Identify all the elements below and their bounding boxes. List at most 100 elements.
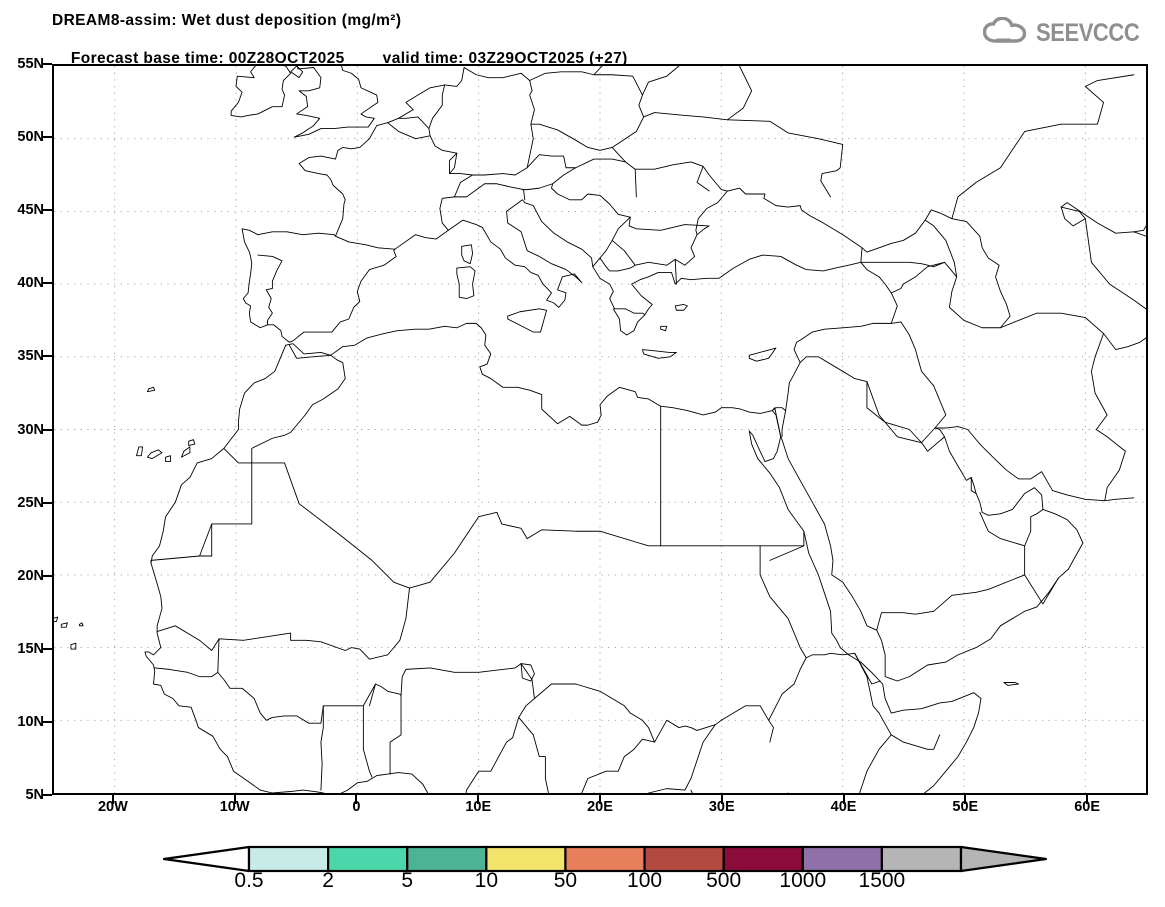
coastline-path	[861, 219, 926, 253]
xtick-mark	[720, 795, 723, 804]
logo-text: SEEVCCC	[1035, 18, 1140, 47]
coastline-path	[524, 202, 646, 336]
ytick-label-55N: 55N	[17, 56, 44, 72]
xtick-label-40E: 40E	[830, 799, 857, 815]
ytick-label-20N: 20N	[17, 567, 44, 584]
coastline-path	[830, 652, 881, 685]
ytick-mark	[42, 209, 52, 212]
coastline-path	[144, 344, 429, 793]
coastline-path	[293, 66, 379, 138]
coastline-path	[456, 266, 476, 300]
colorbar	[163, 845, 1047, 873]
coastline-path	[1084, 218, 1146, 310]
coastline-path	[217, 671, 402, 724]
coastline-path	[60, 622, 68, 628]
coastline-path	[449, 152, 458, 175]
colorbar-under-arrow	[163, 845, 251, 873]
coastline-path	[70, 642, 77, 650]
coastline-path	[634, 161, 728, 192]
map-plot-area	[52, 64, 1148, 795]
coastline-path	[1060, 206, 1086, 227]
coastline-path	[518, 716, 549, 793]
xtick-mark	[111, 795, 114, 804]
coastline-path	[199, 523, 213, 557]
colorbar-label-5: 5	[401, 869, 414, 892]
coastline-path	[690, 789, 693, 793]
coastline-path	[951, 74, 1135, 220]
coastline-path	[257, 254, 283, 326]
coastline-path	[405, 66, 603, 111]
coastline-path	[660, 530, 805, 547]
xtick-label-0: 0	[352, 799, 361, 815]
coastline-path	[147, 449, 163, 459]
coastline-path	[154, 638, 220, 678]
coastline-path	[866, 381, 922, 444]
map-coastlines	[54, 66, 1146, 793]
coastline-path	[859, 734, 892, 793]
coastline-path	[599, 239, 636, 272]
colorbar-band	[564, 845, 646, 873]
coastline-path	[428, 84, 474, 176]
coastline-path	[769, 545, 805, 561]
ytick-label-10N: 10N	[17, 713, 44, 730]
coastline-path	[748, 347, 777, 362]
xtick-mark	[233, 795, 236, 804]
coastline-path	[387, 122, 431, 140]
coastline-path	[788, 356, 868, 384]
xtick-label-10W: 10W	[219, 799, 250, 815]
forecast-time-line: Forecast base time: 00Z28OCT2025 valid ti…	[52, 32, 628, 86]
coastline-path	[866, 381, 936, 444]
xtick-label-50E: 50E	[952, 799, 979, 815]
colorbar-over-arrow	[959, 845, 1047, 873]
coastline-path	[628, 216, 710, 236]
coastline-path	[394, 229, 449, 250]
coastline-path	[165, 455, 171, 462]
xtick-mark	[599, 795, 601, 804]
ytick-mark	[42, 794, 52, 796]
coastline-path	[398, 116, 430, 130]
coastline-path	[147, 386, 156, 393]
coastline-path	[979, 509, 1044, 547]
coastline-path	[785, 382, 790, 412]
coastline-path	[285, 322, 773, 426]
colorbar-band	[485, 845, 567, 873]
coastline-path	[970, 476, 977, 494]
ytick-mark	[42, 63, 52, 65]
coastline-path	[521, 183, 554, 201]
colorbar-band	[247, 845, 330, 873]
ytick-mark	[42, 501, 52, 504]
coastline-path	[150, 462, 410, 589]
ytick-label-25N: 25N	[17, 494, 44, 511]
coastline-path	[223, 447, 253, 464]
valid-time: valid time: 03Z29OCT2025 (+27)	[382, 50, 628, 67]
coastline-path	[660, 325, 668, 332]
xtick-mark	[964, 795, 967, 804]
coastline-path	[1024, 574, 1060, 605]
ytick-label-40N: 40N	[17, 275, 44, 292]
coastline-path	[551, 183, 631, 218]
colorbar-band	[406, 845, 488, 873]
ytick-label-45N: 45N	[17, 202, 44, 219]
page-title: DREAM8-assim: Wet dust deposition (mg/m²…	[52, 12, 402, 29]
coastline-path	[780, 427, 1084, 682]
ytick-mark	[42, 647, 52, 650]
coastline-path	[854, 652, 880, 714]
coastline-path	[290, 66, 304, 79]
colorbar-band	[643, 845, 725, 873]
xtick-label-60E: 60E	[1074, 799, 1101, 815]
coastline-path	[447, 199, 583, 308]
coastline-path	[241, 228, 336, 237]
coastline-path	[136, 446, 144, 457]
coastline-path	[890, 261, 958, 324]
ytick-mark	[42, 355, 52, 358]
coastline-path	[1060, 202, 1146, 237]
coastline-path	[860, 261, 892, 294]
coastline-path	[230, 66, 292, 118]
coastline-path	[771, 407, 787, 438]
ytick-label-15N: 15N	[17, 640, 44, 657]
coastline-path	[593, 74, 643, 96]
coastline-path	[592, 216, 631, 268]
coastline-path	[520, 663, 535, 682]
map-gridlines	[54, 66, 1146, 793]
coastline-path	[1090, 333, 1126, 502]
